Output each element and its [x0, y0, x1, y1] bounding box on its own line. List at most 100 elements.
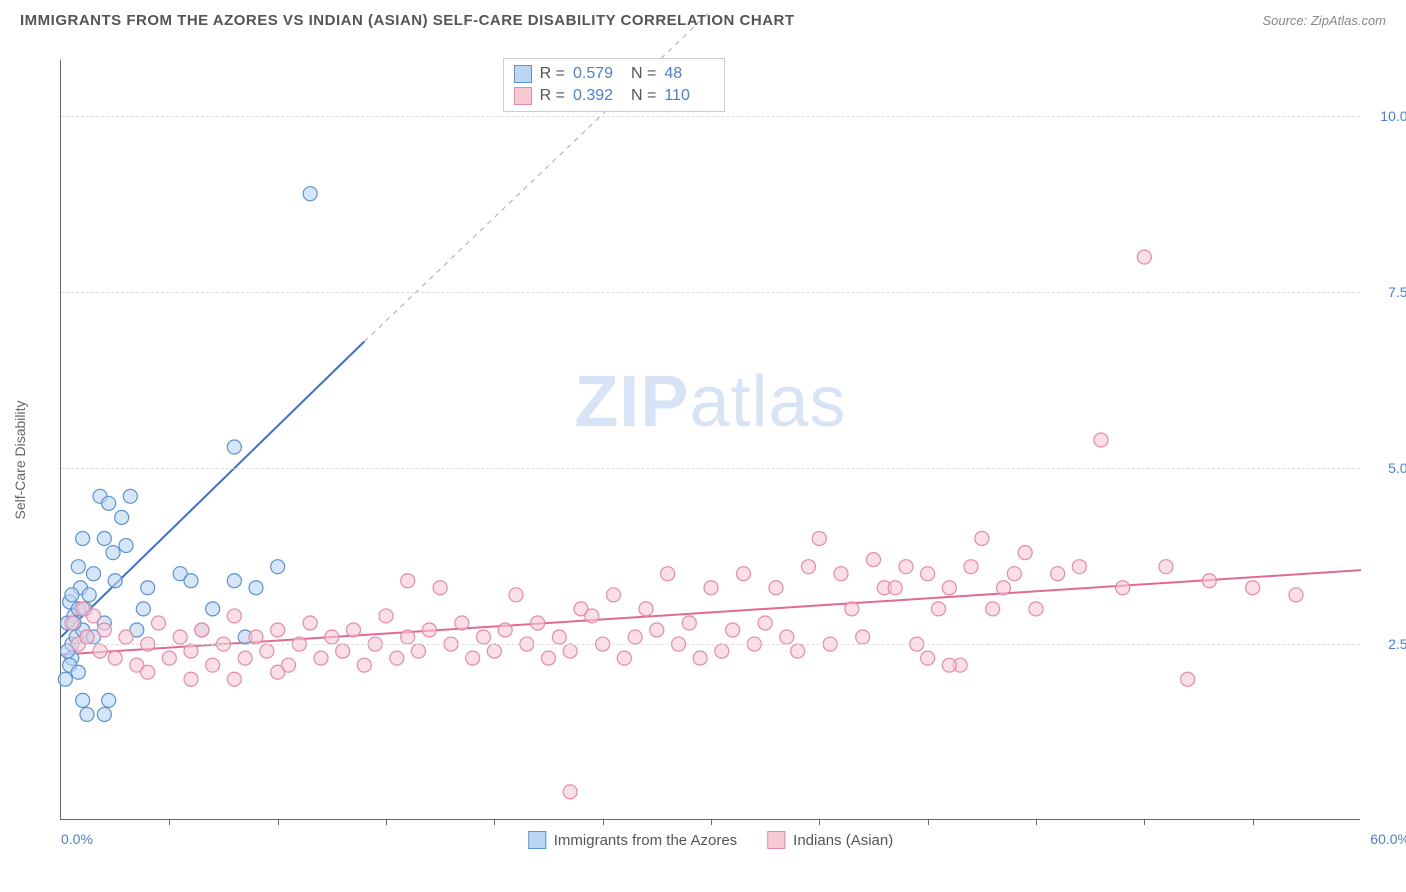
- data-point: [791, 644, 805, 658]
- data-point: [357, 658, 371, 672]
- n-value: 110: [664, 87, 714, 105]
- data-point: [986, 602, 1000, 616]
- data-point: [1159, 560, 1173, 574]
- x-tick: [278, 819, 279, 825]
- data-point: [141, 581, 155, 595]
- data-point: [1007, 567, 1021, 581]
- data-point: [1029, 602, 1043, 616]
- x-tick: [928, 819, 929, 825]
- data-point: [769, 581, 783, 595]
- data-point: [206, 602, 220, 616]
- data-point: [71, 560, 85, 574]
- n-label: N =: [631, 87, 656, 105]
- data-point: [347, 623, 361, 637]
- data-point: [802, 560, 816, 574]
- data-point: [1072, 560, 1086, 574]
- data-point: [661, 567, 675, 581]
- data-point: [97, 707, 111, 721]
- data-point: [812, 532, 826, 546]
- data-point: [195, 623, 209, 637]
- data-point: [303, 616, 317, 630]
- data-point: [617, 651, 631, 665]
- legend-swatch: [514, 87, 532, 105]
- trend-line: [61, 341, 364, 637]
- data-point: [379, 609, 393, 623]
- data-point: [921, 567, 935, 581]
- bottom-legend: Immigrants from the AzoresIndians (Asian…: [528, 831, 893, 849]
- data-point: [585, 609, 599, 623]
- r-label: R =: [540, 65, 565, 83]
- gridline: [61, 116, 1360, 117]
- data-point: [390, 651, 404, 665]
- data-point: [58, 672, 72, 686]
- r-value: 0.579: [573, 65, 623, 83]
- x-tick: [603, 819, 604, 825]
- data-point: [102, 496, 116, 510]
- data-point: [563, 644, 577, 658]
- data-point: [899, 560, 913, 574]
- data-point: [87, 609, 101, 623]
- data-point: [552, 630, 566, 644]
- plot-area: ZIPatlas R =0.579N =48R =0.392N =110 0.0…: [60, 60, 1360, 820]
- data-point: [1202, 574, 1216, 588]
- data-point: [65, 588, 79, 602]
- data-point: [487, 644, 501, 658]
- data-point: [314, 651, 328, 665]
- data-point: [650, 623, 664, 637]
- legend-swatch: [514, 65, 532, 83]
- data-point: [227, 574, 241, 588]
- data-point: [1289, 588, 1303, 602]
- data-point: [97, 532, 111, 546]
- data-point: [531, 616, 545, 630]
- data-point: [704, 581, 718, 595]
- data-point: [206, 658, 220, 672]
- data-point: [141, 665, 155, 679]
- data-point: [455, 616, 469, 630]
- data-point: [227, 672, 241, 686]
- x-tick: [819, 819, 820, 825]
- x-tick: [1144, 819, 1145, 825]
- y-tick-label: 2.5%: [1388, 636, 1406, 652]
- data-point: [271, 623, 285, 637]
- data-point: [1246, 581, 1260, 595]
- data-point: [184, 574, 198, 588]
- data-point: [82, 588, 96, 602]
- data-point: [87, 567, 101, 581]
- data-point: [856, 630, 870, 644]
- x-tick: [1036, 819, 1037, 825]
- data-point: [303, 187, 317, 201]
- y-axis-label: Self-Care Disability: [12, 400, 28, 519]
- data-point: [401, 574, 415, 588]
- chart-container: Self-Care Disability ZIPatlas R =0.579N …: [50, 50, 1386, 870]
- data-point: [249, 581, 263, 595]
- data-point: [682, 616, 696, 630]
- data-point: [184, 672, 198, 686]
- data-point: [758, 616, 772, 630]
- n-value: 48: [664, 65, 714, 83]
- data-point: [509, 588, 523, 602]
- x-origin-label: 0.0%: [61, 831, 93, 847]
- stats-row: R =0.392N =110: [514, 85, 715, 107]
- data-point: [1018, 546, 1032, 560]
- data-point: [260, 644, 274, 658]
- data-point: [834, 567, 848, 581]
- data-point: [997, 581, 1011, 595]
- data-point: [693, 651, 707, 665]
- data-point: [964, 560, 978, 574]
- data-point: [1137, 250, 1151, 264]
- data-point: [271, 560, 285, 574]
- data-point: [227, 609, 241, 623]
- x-tick: [711, 819, 712, 825]
- data-point: [108, 651, 122, 665]
- data-point: [542, 651, 556, 665]
- data-point: [80, 707, 94, 721]
- data-point: [1116, 581, 1130, 595]
- legend-label: Indians (Asian): [793, 832, 893, 849]
- data-point: [336, 644, 350, 658]
- source-label: Source: ZipAtlas.com: [1262, 13, 1386, 28]
- stats-row: R =0.579N =48: [514, 63, 715, 85]
- data-point: [80, 630, 94, 644]
- data-point: [238, 651, 252, 665]
- r-value: 0.392: [573, 87, 623, 105]
- data-point: [845, 602, 859, 616]
